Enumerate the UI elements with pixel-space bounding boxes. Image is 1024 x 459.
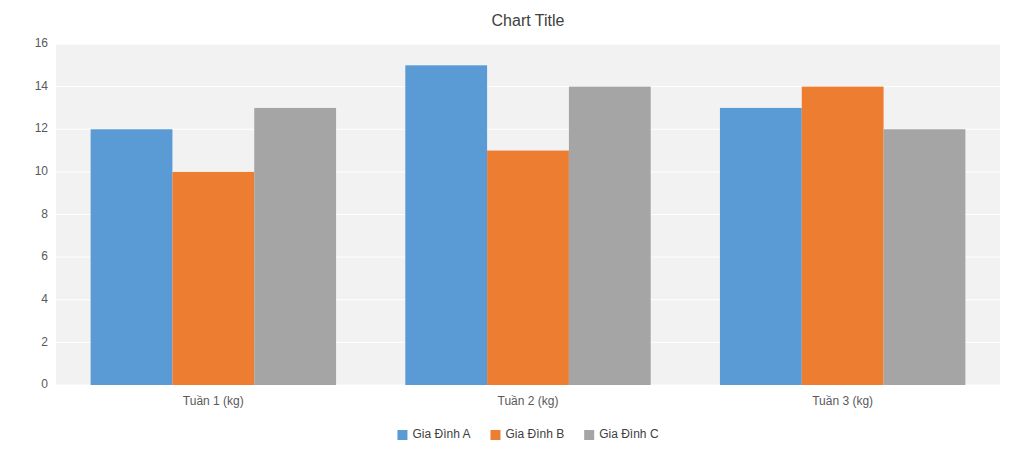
bar [91,129,173,385]
chart-container: Chart Title 0 2 4 6 8 10 12 14 16 Tuần 1 (kg) Tuần … [0,0,1024,459]
bar [405,65,487,385]
legend-item: Gia Đình B [490,427,564,441]
y-tick-label: 2 [41,335,48,349]
legend-label: Gia Đình A [412,427,470,441]
legend-swatch [490,430,500,440]
y-tick-label: 4 [41,292,48,306]
y-tick-label: 8 [41,207,48,221]
x-tick-label: Tuần 1 (kg) [183,394,244,408]
bars [91,65,966,385]
legend-label: Gia Đình B [505,427,564,441]
legend-item: Gia Đình C [584,427,659,441]
legend-swatch [584,430,594,440]
y-tick-label: 6 [41,249,48,263]
bar [720,108,802,385]
bar [172,172,254,385]
legend-swatch [397,430,407,440]
bar [254,108,336,385]
y-tick-label: 12 [35,121,49,135]
legend: Gia Đình A Gia Đình B Gia Đình C [397,427,658,441]
legend-item: Gia Đình A [397,427,470,441]
bar [802,87,884,385]
grid-line [56,44,1000,45]
bar [884,129,966,385]
y-tick-label: 14 [35,79,49,93]
y-tick-label: 0 [41,377,48,391]
y-tick-label: 10 [35,164,49,178]
chart-title: Chart Title [492,12,565,29]
plot-background [56,44,1000,385]
x-tick-label: Tuần 3 (kg) [812,394,873,408]
chart-svg: Chart Title 0 2 4 6 8 10 12 14 16 Tuần 1 (kg) Tuần … [0,0,1024,459]
legend-label: Gia Đình C [599,427,659,441]
x-tick-label: Tuần 2 (kg) [498,394,559,408]
bar [487,151,569,385]
bar [569,87,651,385]
y-tick-label: 16 [35,36,49,50]
